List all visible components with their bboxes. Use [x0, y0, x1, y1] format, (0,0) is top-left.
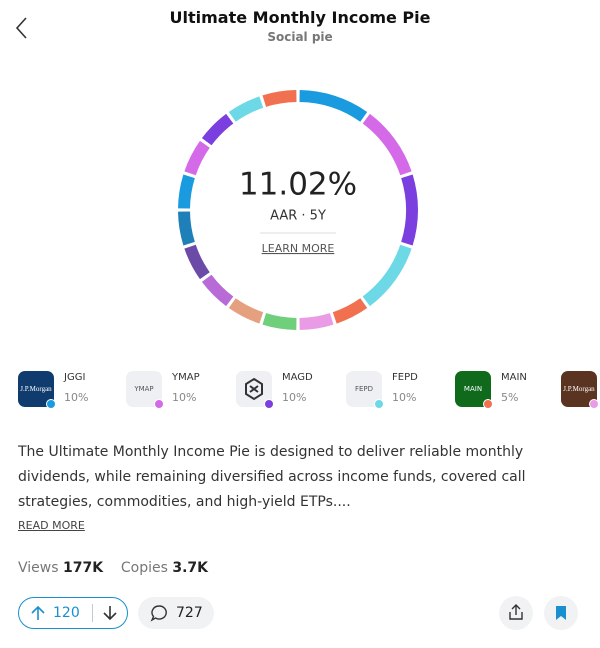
- holding-dot: [46, 399, 56, 409]
- comments: 727: [176, 605, 203, 621]
- holding-ticker: YMAP: [172, 372, 200, 383]
- donut-segment: [332, 298, 368, 324]
- holding-logo[interactable]: [236, 371, 274, 409]
- read-more[interactable]: READ MORE: [18, 519, 85, 532]
- donut-segment: [262, 313, 297, 330]
- copies-label: Copies: [120, 560, 168, 576]
- donut-segment: [262, 90, 297, 107]
- logo-icon: [245, 377, 263, 401]
- center-label: AAR · 5Y: [270, 209, 326, 224]
- holding-ticker: MAGD: [282, 372, 313, 383]
- stats: Views 177K Copies 3.7K: [18, 560, 208, 576]
- holding-weight: 10%: [392, 391, 417, 404]
- holding-ticker: JGGI: [64, 372, 86, 383]
- donut-segment: [184, 244, 210, 280]
- holding-dot: [483, 399, 493, 409]
- back-button[interactable]: [14, 16, 30, 42]
- subtitle: Social pie: [267, 30, 333, 44]
- donut-segment: [299, 313, 334, 330]
- donut-segment: [228, 96, 264, 122]
- views: 177K: [62, 560, 104, 576]
- holding-dot: [589, 399, 599, 409]
- donut-segment: [299, 90, 368, 122]
- donut-segment: [228, 298, 264, 324]
- share-button[interactable]: [499, 596, 533, 630]
- holding-logo[interactable]: J.P.Morgan: [561, 371, 599, 409]
- copies: 3.7K: [172, 560, 209, 576]
- holding-dot: [154, 399, 164, 409]
- donut-segment: [362, 113, 412, 176]
- holding-logo[interactable]: FEPD: [346, 371, 384, 409]
- holding-logo[interactable]: J.P.Morgan: [18, 371, 56, 409]
- holding-weight: 10%: [172, 391, 197, 404]
- holding-ticker: FEPD: [392, 372, 418, 383]
- comment-icon: [150, 605, 167, 622]
- donut-segment: [184, 140, 210, 176]
- vote-pill: 120: [18, 597, 128, 629]
- holding-weight: 10%: [282, 391, 307, 404]
- holding-dot: [374, 399, 384, 409]
- donut-segment: [178, 211, 195, 246]
- holding-weight: 10%: [64, 391, 89, 404]
- bookmark-button[interactable]: [544, 596, 578, 630]
- upvotes: 120: [53, 605, 80, 621]
- donut-segment: [401, 174, 418, 246]
- holding-ticker: MAIN: [501, 372, 527, 383]
- title: Ultimate Monthly Income Pie: [169, 8, 431, 27]
- views-label: Views: [18, 560, 59, 576]
- comments-pill[interactable]: 727: [138, 597, 214, 629]
- downvote-icon[interactable]: [103, 605, 117, 621]
- holding-weight: 5%: [501, 391, 519, 404]
- description: The Ultimate Monthly Income Pie is desig…: [18, 444, 526, 510]
- center-value: 11.02%: [239, 167, 357, 203]
- donut-segment: [201, 113, 234, 146]
- donut-chart: 11.02% AAR · 5Y LEARN MORE: [178, 90, 418, 330]
- vote-divider: [91, 604, 93, 622]
- upvote-icon[interactable]: [31, 605, 45, 621]
- learn-more[interactable]: LEARN MORE: [262, 242, 335, 255]
- holding-dot: [264, 399, 274, 409]
- donut-segment: [201, 274, 234, 307]
- donut-segment: [178, 174, 195, 209]
- holding-logo[interactable]: YMAP: [126, 371, 164, 409]
- donut-segment: [362, 244, 412, 307]
- holding-logo[interactable]: MAIN: [455, 371, 493, 409]
